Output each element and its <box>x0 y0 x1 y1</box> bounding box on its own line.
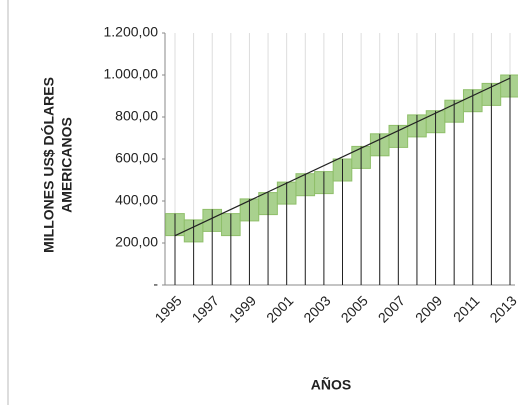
x-tick-label: 2011 <box>450 292 483 325</box>
y-tick-label: 600,00 <box>115 150 158 166</box>
y-axis-title-line: MILLONES US$ DÓLARES <box>40 77 57 253</box>
y-axis-title: MILLONES US$ DÓLARES AMERICANOS <box>40 77 75 253</box>
x-tick-label: 1995 <box>151 292 184 325</box>
y-tick-label: 1.000,00 <box>104 66 159 82</box>
x-tick-label: 2003 <box>300 292 333 325</box>
y-tick-label: 800,00 <box>115 108 158 124</box>
x-tick-label: 2005 <box>338 292 371 325</box>
x-axis-title: AÑOS <box>311 376 351 393</box>
y-tick-label: 400,00 <box>115 192 158 208</box>
y-axis-title-line: AMERICANOS <box>59 117 75 213</box>
x-tick-label: 2009 <box>412 292 445 325</box>
y-tick-label: - <box>153 276 158 292</box>
y-tick-label: 200,00 <box>115 234 158 250</box>
x-tick-label: 1999 <box>226 292 259 325</box>
trend-line <box>174 77 511 237</box>
y-tick-label: 1.200,00 <box>104 24 159 40</box>
x-tick-label: 2001 <box>263 292 296 325</box>
x-tick-label: 2013 <box>486 292 518 325</box>
x-tick-label: 2007 <box>375 292 408 325</box>
x-tick-label: 1997 <box>189 292 222 325</box>
